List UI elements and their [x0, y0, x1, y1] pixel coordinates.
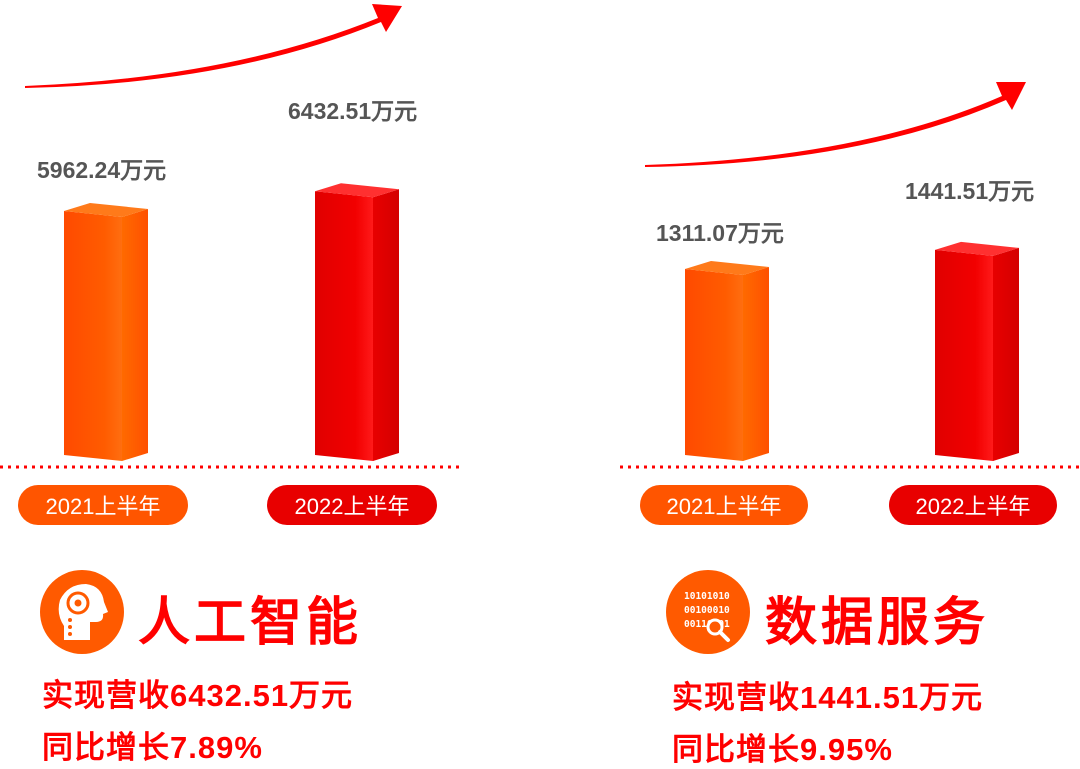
bar-side — [122, 209, 148, 461]
value-label: 1311.07万元 — [656, 220, 784, 246]
growth-summary: 同比增长7.89% — [42, 730, 263, 765]
growth-summary: 同比增长9.95% — [672, 732, 893, 767]
bar-front — [935, 249, 993, 461]
bar-front — [64, 211, 122, 461]
section-title: 人工智能 — [138, 594, 363, 652]
bar-side — [743, 267, 769, 461]
revenue-summary: 实现营收6432.51万元 — [42, 678, 354, 713]
value-label: 5962.24万元 — [37, 157, 167, 183]
value-label: 6432.51万元 — [288, 98, 418, 124]
bar-side — [373, 189, 399, 462]
bar-top — [64, 203, 148, 217]
revenue-summary: 实现营收1441.51万元 — [672, 680, 984, 715]
category-label: 2021上半年 — [18, 485, 188, 525]
bar-side — [993, 247, 1019, 461]
bar-top — [315, 183, 399, 198]
category-label: 2022上半年 — [889, 485, 1057, 525]
binary-search-icon: 10101010 00100010 00110101 — [666, 570, 750, 654]
head-gear-icon — [40, 570, 124, 654]
icon-binary-text: 00100010 — [684, 605, 730, 616]
category-label: 2022上半年 — [267, 485, 437, 525]
trend-arrow-left — [25, 4, 402, 88]
category-label: 2021上半年 — [640, 485, 808, 525]
icon-binary-text: 10101010 — [684, 591, 730, 602]
bar-front — [315, 191, 373, 462]
bar-top — [685, 261, 769, 275]
bar-front — [685, 269, 743, 461]
trend-arrow-right — [645, 82, 1026, 167]
value-label: 1441.51万元 — [905, 178, 1035, 204]
bar-top — [935, 241, 1019, 256]
section-title: 数据服务 — [765, 594, 990, 652]
